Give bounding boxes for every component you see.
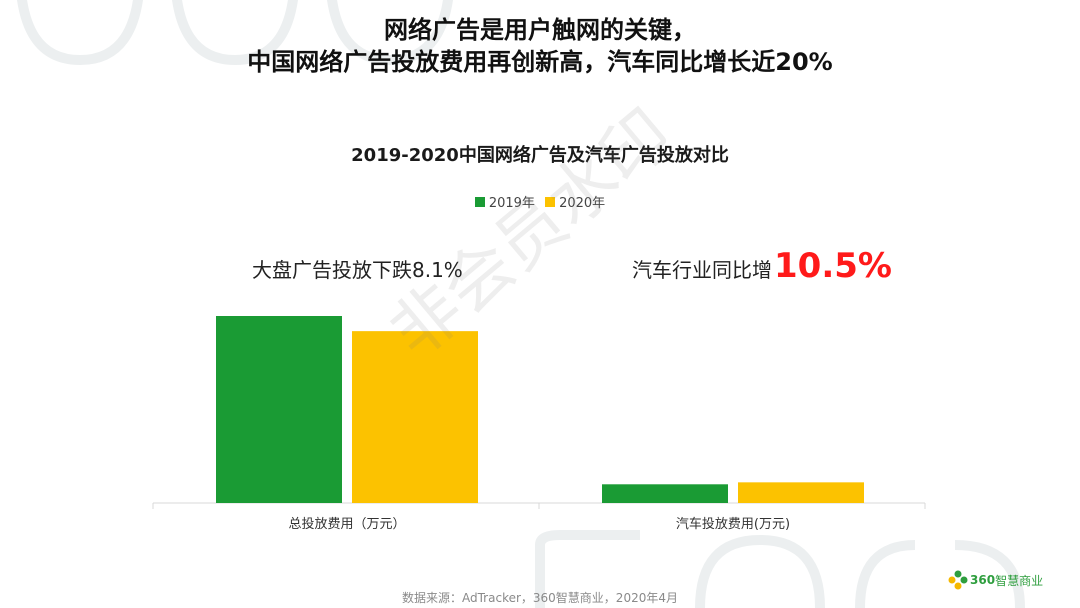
legend-swatch-2020 xyxy=(545,196,556,207)
annotation-auto-growth: 汽车行业同比增 10.5% xyxy=(632,246,892,286)
logo-text: 智慧商业 xyxy=(995,573,1044,588)
bar-2020-total xyxy=(352,331,478,503)
x-tick-label: 总投放费用（万元） xyxy=(288,516,405,532)
logo-flower-icon xyxy=(948,570,968,590)
annotation-overall-decline: 大盘广告投放下跌8.1% xyxy=(252,258,463,282)
data-source-footer: 数据来源：AdTracker，360智慧商业，2020年4月 xyxy=(402,591,678,605)
brand-logo: 360 智慧商业 xyxy=(948,570,1043,590)
annotation-auto-growth-value: 10.5% xyxy=(774,246,892,286)
x-tick-label: 汽车投放费用(万元) xyxy=(676,516,790,532)
chart-title: 2019-2020中国网络广告及汽车广告投放对比 xyxy=(351,145,729,166)
legend-item-2019: 2019年 xyxy=(474,192,535,211)
headline-line-1: 网络广告是用户触网的关键， xyxy=(384,16,696,44)
bar-2019-total xyxy=(216,316,342,503)
bar-2020-auto xyxy=(738,482,864,503)
chart-legend: 2019年 2020年 xyxy=(0,192,1080,211)
legend-label-2019: 2019年 xyxy=(488,196,535,211)
headline-line-2: 中国网络广告投放费用再创新高，汽车同比增长近20% xyxy=(247,48,833,76)
annotation-auto-growth-label: 汽车行业同比增 xyxy=(632,258,772,282)
legend-swatch-2019 xyxy=(474,196,485,207)
legend-item-2020: 2020年 xyxy=(545,192,605,211)
bar-2019-auto xyxy=(602,484,728,503)
logo-number: 360 xyxy=(970,573,996,587)
legend-label-2020: 2020年 xyxy=(559,196,606,211)
